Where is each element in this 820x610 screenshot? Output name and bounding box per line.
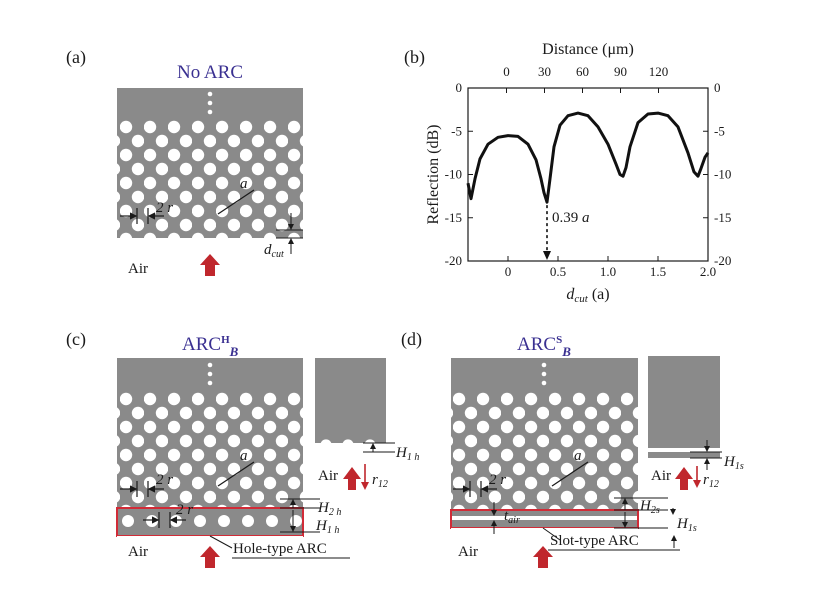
dim-2r: 2 r [453, 472, 506, 497]
air-label: Air [128, 544, 148, 560]
panel-label-c: (c) [66, 329, 86, 350]
waveguide-dots [207, 91, 213, 115]
x-tick-label: 1.0 [600, 264, 616, 279]
chart-layer: 0 0.5 1.0 1.5 2.0 0 30 60 90 120 0 0 -5 -5 -10 -10 -15 -1… [425, 41, 731, 305]
photonic-crystal-lattice [451, 392, 638, 510]
incident-arrow-icon [533, 546, 553, 568]
dim-2r-arc: 2 r [143, 502, 193, 528]
top-tick-label: 0 [503, 64, 510, 79]
top-tick-label: 30 [538, 64, 551, 79]
y-tick-label-right: -10 [714, 167, 731, 182]
waveguide-dots [541, 362, 547, 386]
svg-text:H1 h: H1 h [315, 518, 339, 536]
panel-c-title: ARCHB [182, 334, 239, 359]
dim-a: a [551, 448, 589, 487]
annotation-arrow-icon [543, 251, 551, 260]
panel-a-title: No ARC [177, 62, 243, 83]
svg-text:tair: tair [504, 508, 520, 526]
plot-frame [467, 87, 709, 262]
y-axis-title: Reflection (dB) [425, 125, 442, 225]
svg-text:dcut: dcut [264, 242, 284, 260]
svg-text:2 r: 2 r [156, 200, 173, 216]
svg-text:a: a [240, 448, 248, 464]
dim-tair: tair [491, 502, 520, 534]
waveguide-dots [207, 362, 213, 386]
svg-text:H1s: H1s [676, 516, 697, 534]
dim-2r: 2 r [120, 472, 173, 497]
svg-text:Slot-type ARC: Slot-type ARC [550, 533, 639, 549]
top-tick-label: 90 [614, 64, 627, 79]
svg-text:2 r: 2 r [176, 502, 193, 518]
panel-label-a: (a) [66, 47, 86, 68]
top-axis-title: Distance (μm) [542, 41, 634, 58]
svg-text:r12: r12 [703, 472, 719, 490]
photonic-crystal-lattice [117, 120, 303, 238]
y-tick-label-right: -5 [714, 123, 725, 138]
panel-d: (d) ARCSB Air 2 r a tair [401, 329, 744, 568]
dim-a: a [217, 448, 255, 487]
y-tick-label: -20 [445, 253, 462, 268]
svg-text:2 r: 2 r [156, 472, 173, 488]
dim-h2s-h1s: H2s H1s [614, 497, 697, 534]
annotation-label: 0.39 a [552, 210, 590, 226]
y-tick-label: -15 [445, 210, 462, 225]
panel-a: (a) No ARC Air 2 r a dcut [66, 47, 303, 286]
x-axis-title: dcut (a) [566, 286, 609, 305]
inset-arrow-icon [343, 467, 361, 490]
svg-text:H1s: H1s [723, 454, 744, 472]
x-tick-label: 0 [505, 264, 512, 279]
y-tick-label-right: -15 [714, 210, 731, 225]
panel-label-b: (b) [404, 47, 425, 68]
svg-text:H2 h: H2 h [317, 500, 341, 518]
inset-c: H1 h Air r12 [315, 358, 419, 492]
top-tick-label: 60 [576, 64, 589, 79]
incident-arrow-icon [200, 546, 220, 568]
svg-text:H1 h: H1 h [395, 445, 419, 463]
panel-d-title: ARCSB [517, 334, 571, 359]
svg-text:a: a [240, 176, 248, 192]
y-tick-label: -10 [445, 167, 462, 182]
panel-c: (c) ARCHB Air 2 r 2 r [66, 329, 419, 568]
dim-a: a [217, 176, 255, 215]
panel-label-d: (d) [401, 329, 422, 350]
series-line [466, 111, 710, 204]
y-tick-label-right: 0 [714, 80, 721, 95]
inset-air-label: Air [318, 468, 338, 484]
callout-hole-type-arc: Hole-type ARC [209, 535, 350, 559]
inset-d: H1s Air r12 [648, 356, 744, 494]
panel-b: (b) 0 0.5 1.0 1.5 2.0 0 30 60 90 120 0 0 -5 -5 -10 -10 -… [404, 41, 731, 305]
dim-dcut: dcut [264, 213, 303, 260]
inset-air-label: Air [651, 468, 671, 484]
air-label: Air [458, 544, 478, 560]
dim-h2h-h1h: H2 h H1 h [280, 498, 341, 536]
air-label: Air [128, 261, 148, 277]
svg-text:H2s: H2s [639, 498, 660, 516]
dim-2r: 2 r [120, 200, 173, 224]
x-tick-label: 1.5 [650, 264, 666, 279]
top-tick-label: 120 [649, 64, 669, 79]
photonic-crystal-lattice [117, 392, 303, 508]
callout-slot-type-arc: Slot-type ARC [542, 527, 680, 551]
inset-arrow-icon [675, 467, 693, 490]
svg-text:Hole-type ARC: Hole-type ARC [233, 541, 327, 557]
svg-text:a: a [574, 448, 582, 464]
svg-text:r12: r12 [372, 472, 388, 490]
incident-arrow-icon [200, 254, 220, 276]
air-slot [451, 516, 638, 520]
x-tick-label: 0.5 [550, 264, 566, 279]
y-tick-label: -5 [451, 123, 462, 138]
y-tick-label: 0 [456, 80, 463, 95]
svg-text:2 r: 2 r [489, 472, 506, 488]
x-tick-label: 2.0 [700, 264, 716, 279]
y-tick-label-right: -20 [714, 253, 731, 268]
